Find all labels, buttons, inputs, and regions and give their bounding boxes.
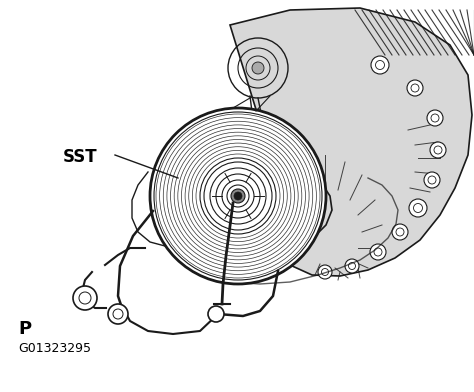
Polygon shape [230,8,472,276]
Circle shape [345,259,359,273]
Circle shape [231,189,245,203]
Circle shape [392,224,408,240]
Text: P: P [18,320,31,338]
Circle shape [371,56,389,74]
Circle shape [424,172,440,188]
Circle shape [430,142,446,158]
Circle shape [252,62,264,74]
Circle shape [234,192,242,200]
Circle shape [73,286,97,310]
Circle shape [108,304,128,324]
Text: SST: SST [63,148,98,166]
Circle shape [427,110,443,126]
Circle shape [318,265,332,279]
Circle shape [370,244,386,260]
Circle shape [150,108,326,284]
Circle shape [208,306,224,322]
Circle shape [407,80,423,96]
Circle shape [409,199,427,217]
Text: G01323295: G01323295 [18,342,91,355]
